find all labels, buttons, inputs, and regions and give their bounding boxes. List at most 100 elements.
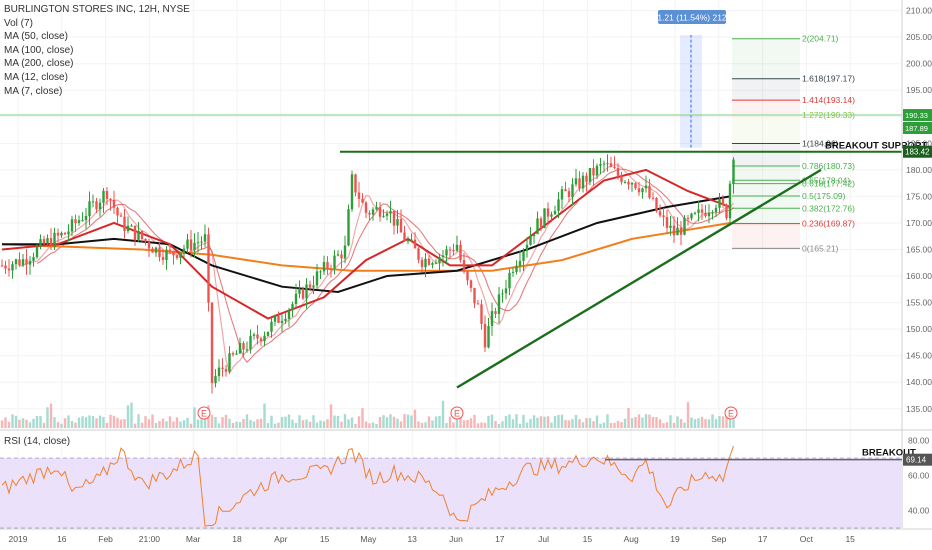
drawings[interactable]: 21.21 (11.54%) 2121 BREAKOUT SUPPORT E E E (0, 10, 928, 420)
earnings-marker (197, 406, 211, 420)
legend-ma200[interactable]: MA (200, close) (4, 58, 74, 70)
candle-body (651, 197, 655, 199)
candle-body (81, 220, 84, 222)
volume-bar (620, 422, 623, 428)
volume-bar (728, 415, 732, 428)
candle-body (704, 212, 707, 217)
volume-bar (200, 419, 203, 428)
candle-body (420, 259, 424, 268)
fib-level-label: 0.5(175.09) (802, 191, 846, 201)
volume-bar (235, 421, 238, 428)
volume-bars (0, 400, 735, 428)
volume-bar (462, 420, 466, 428)
candle-body (315, 271, 319, 286)
time-axis[interactable]: 2019 16 Feb 21:00 Mar 18 Apr 15 May 13 Jun 17 Jul 15 A… (0, 528, 932, 544)
candle-body (196, 242, 200, 244)
candle-body (182, 248, 186, 253)
candle-body (357, 192, 361, 199)
candle-body (238, 343, 242, 354)
volume-bar (389, 414, 392, 428)
volume-bar (14, 415, 18, 428)
fib-level-label: 0.618(177.42) (802, 179, 855, 189)
candle-body (53, 232, 56, 248)
price-tick-label: 175.00 (906, 191, 932, 201)
candle-body (126, 225, 130, 232)
volume-bar (483, 422, 487, 428)
time-tick-label: Mar (186, 534, 201, 544)
candle-body (595, 165, 599, 176)
time-tick-label: Sep (711, 534, 726, 544)
candle-body (546, 208, 550, 217)
candle-body (203, 234, 207, 242)
volume-bar (501, 421, 504, 428)
candle-body (399, 219, 403, 233)
rsi-panel[interactable]: BREAKOUT 40.00 60.00 80.00 69.14 (0, 429, 932, 529)
last-price-label: 183.42 (905, 148, 930, 157)
fib-zone (732, 78, 800, 101)
volume-bar (221, 417, 224, 428)
candle-body (273, 315, 277, 322)
indicator-legend: BURLINGTON STORES INC, 12H, NYSE Vol (7)… (4, 3, 190, 98)
volume-bar (693, 419, 697, 428)
breakout-support-label: BREAKOUT SUPPORT (825, 141, 928, 152)
volume-bar (392, 416, 396, 428)
price-badge (903, 109, 932, 122)
price-axis[interactable]: 135.00 140.00 145.00 150.00 155.00 160.00 165.… (901, 0, 932, 528)
volume-bar (196, 419, 200, 428)
candle-body (725, 204, 728, 219)
volume-bar (574, 415, 578, 428)
rsi-title[interactable]: RSI (14, close) (4, 436, 71, 447)
candle-body (98, 202, 102, 210)
volume-bar (455, 418, 459, 428)
candle-body (448, 249, 452, 251)
legend-ma7[interactable]: MA (7, close) (4, 85, 63, 97)
rsi-tick-label: 60.00 (908, 471, 930, 481)
rsi-badge (903, 453, 932, 466)
legend-ma12[interactable]: MA (12, close) (4, 71, 68, 83)
volume-bar (382, 415, 385, 428)
time-tick-label: 13 (407, 534, 417, 544)
candle-body (497, 294, 501, 314)
candle-body (266, 331, 270, 336)
candle-body (536, 218, 539, 235)
volume-bar (662, 423, 665, 428)
candle-body (571, 184, 574, 198)
candle-body (256, 334, 259, 339)
volume-bar (95, 418, 98, 428)
candle-body (732, 159, 735, 184)
candle-body (588, 168, 592, 182)
volume-bar (441, 400, 445, 428)
last-price-badge (903, 145, 932, 158)
price-tick-label: 145.00 (906, 351, 932, 361)
symbol-title[interactable]: BURLINGTON STORES INC, 12H, NYSE (4, 4, 190, 15)
candle-body (21, 259, 25, 266)
candle-body (578, 178, 581, 189)
candle-body (207, 234, 210, 303)
volume-bar (592, 421, 595, 428)
volume-bar (245, 414, 249, 428)
legend-ma100[interactable]: MA (100, close) (4, 44, 74, 56)
candle-body (434, 262, 438, 264)
candle-body (543, 208, 546, 228)
candle-body (410, 239, 413, 241)
fib-level-label: 0.65(178.04) (802, 175, 850, 185)
volume-bar (158, 421, 161, 428)
price-tick-label: 200.00 (906, 59, 932, 69)
volume-bar (651, 416, 655, 428)
candle-body (329, 268, 333, 270)
candle-body (539, 218, 543, 228)
price-tick-label: 210.00 (906, 6, 932, 16)
volume-bar (602, 422, 606, 428)
legend-ma50[interactable]: MA (50, close) (4, 31, 68, 43)
volume-bar (518, 423, 522, 428)
time-tick-label: Jul (538, 534, 549, 544)
volume-bar (634, 416, 637, 428)
candles (0, 154, 735, 394)
volume-bar (371, 422, 375, 428)
volume-bar (102, 416, 105, 428)
legend-volume[interactable]: Vol (7) (4, 17, 33, 29)
candle-body (193, 242, 196, 251)
volume-bar (711, 414, 714, 428)
candle-body (158, 247, 161, 258)
